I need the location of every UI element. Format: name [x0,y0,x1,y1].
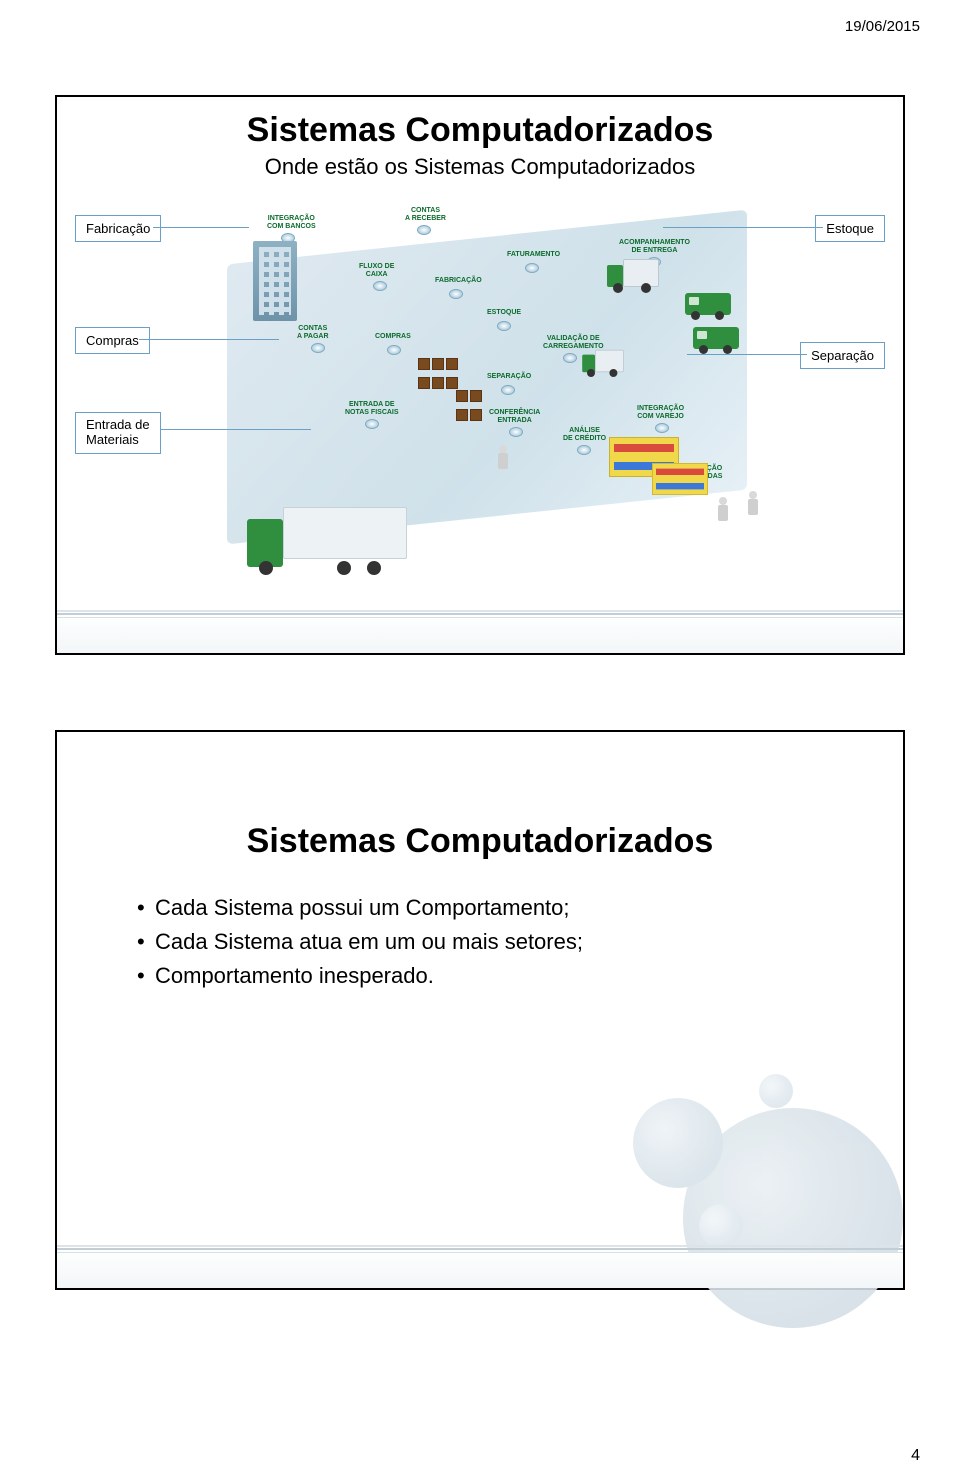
ml-compras: COMPRAS [375,333,411,341]
node-dot [365,419,379,429]
person-icon [717,497,729,523]
node-dot [509,427,523,437]
slide-1: Sistemas Computadorizados Onde estão os … [55,95,905,655]
slide-footer-bar [57,617,903,653]
node-dot [501,385,515,395]
ml-acomp-entrega: ACOMPANHAMENTO DE ENTREGA [619,239,690,254]
ml-estoque: ESTOQUE [487,309,521,317]
pallet-boxes-icon [417,357,459,395]
truck-icon [607,259,659,287]
tag-line [687,354,807,355]
tag-fabricacao: Fabricação [75,215,161,242]
footer-divider [57,1245,903,1247]
tag-separacao: Separação [800,342,885,369]
tag-line [663,227,823,228]
ml-separacao: SEPARAÇÃO [487,373,531,381]
ml-conferencia-entrada: CONFERÊNCIA ENTRADA [489,409,540,424]
page-number: 4 [911,1447,920,1465]
person-icon [497,445,509,471]
slide1-subtitle: Onde estão os Sistemas Computadorizados [57,154,903,180]
truck-icon [582,350,624,372]
tag-line [153,227,249,228]
ml-contas-pagar: CONTAS A PAGAR [297,325,329,340]
building-bank-icon [253,241,297,321]
node-dot [563,353,577,363]
bullet-item: Cada Sistema atua em um ou mais setores; [137,925,903,959]
node-dot [387,345,401,355]
tag-line [139,339,279,340]
node-dot [417,225,431,235]
footer-divider [57,613,903,615]
ml-validacao-carreg: VALIDAÇÃO DE CARREGAMENTO [543,335,604,350]
ml-entrada-nf: ENTRADA DE NOTAS FISCAIS [345,401,399,416]
bullet-item: Cada Sistema possui um Comportamento; [137,891,903,925]
tag-line [161,429,311,430]
node-dot [449,289,463,299]
van-icon [685,293,731,315]
ml-integracao-varejo: INTEGRAÇÃO COM VAREJO [637,405,684,420]
node-dot [311,343,325,353]
slide-footer-bar [57,1252,903,1288]
ml-fabricacao: FABRICAÇÃO [435,277,482,285]
tag-estoque: Estoque [815,215,885,242]
shelf-icon [652,463,708,495]
ml-fluxo-caixa: FLUXO DE CAIXA [359,263,394,278]
tag-compras: Compras [75,327,150,354]
slide2-bullet-list: Cada Sistema possui um Comportamento; Ca… [137,891,903,993]
footer-divider [57,610,903,612]
node-dot [525,263,539,273]
person-icon [747,491,759,517]
van-icon [693,327,739,349]
node-dot [577,445,591,455]
bullet-item: Comportamento inesperado. [137,959,903,993]
node-dot [655,423,669,433]
isometric-scene: Fabricação Compras Entrada de Materiais … [57,197,903,617]
page-date: 19/06/2015 [845,18,920,35]
decorative-circles-icon [563,1028,943,1368]
footer-divider [57,1248,903,1250]
slide1-title: Sistemas Computadorizados [57,111,903,150]
node-dot [497,321,511,331]
slide-2: Sistemas Computadorizados Cada Sistema p… [55,730,905,1290]
ml-integracao-bancos: INTEGRAÇÃO COM BANCOS [267,215,316,230]
node-dot [373,281,387,291]
tag-entrada-materiais: Entrada de Materiais [75,412,161,454]
ml-faturamento: FATURAMENTO [507,251,560,259]
semi-truck-icon [247,507,407,567]
ml-contas-receber: CONTAS A RECEBER [405,207,446,222]
slide2-title: Sistemas Computadorizados [57,822,903,861]
pallet-boxes-icon [455,389,483,427]
ml-analise-credito: ANÁLISE DE CRÉDITO [563,427,606,442]
